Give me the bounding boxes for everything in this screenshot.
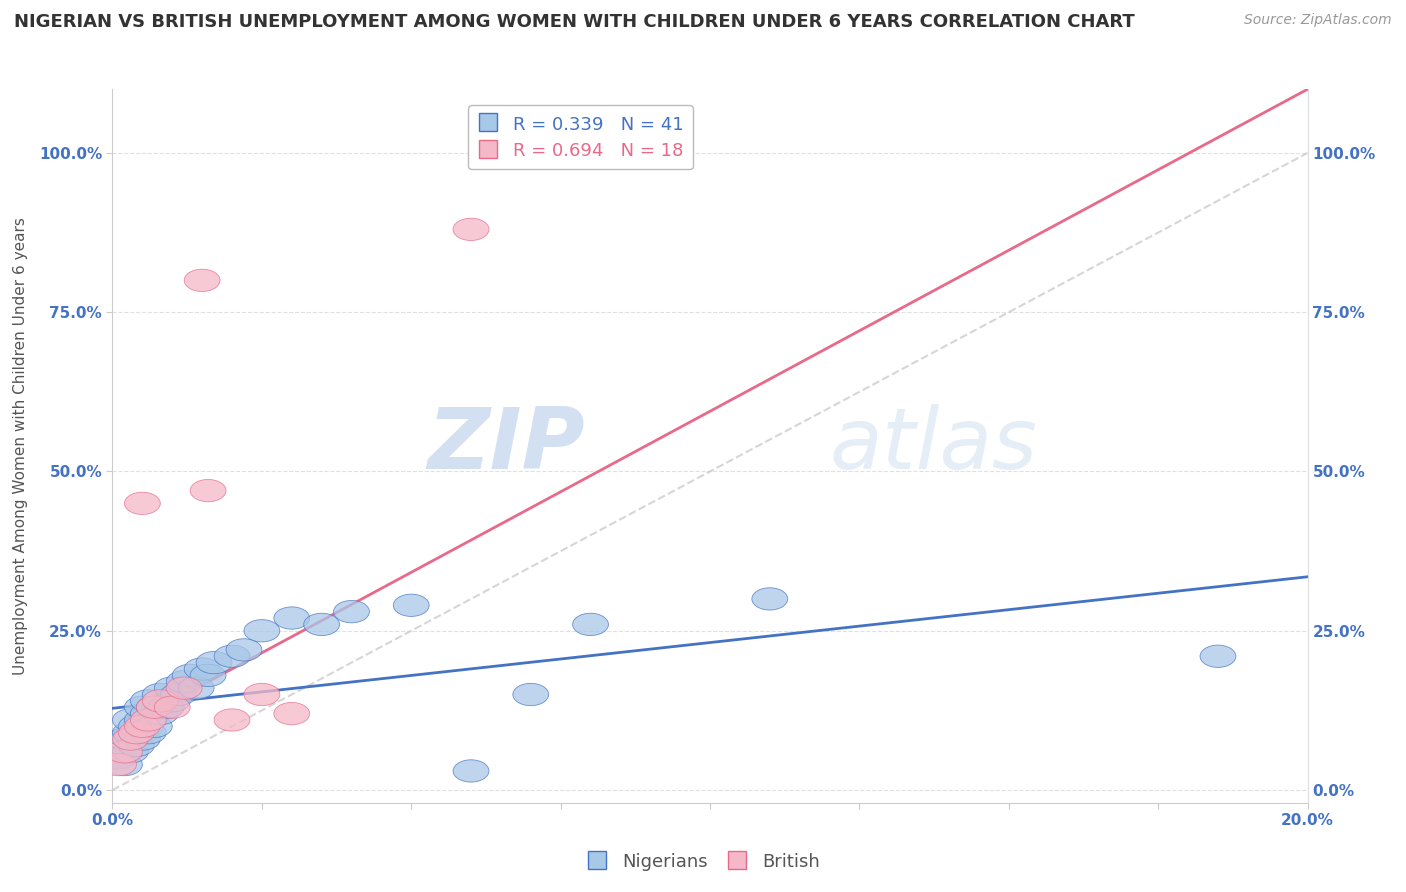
- Ellipse shape: [184, 658, 221, 680]
- Ellipse shape: [136, 696, 173, 718]
- Ellipse shape: [214, 645, 250, 667]
- Ellipse shape: [112, 709, 149, 731]
- Y-axis label: Unemployment Among Women with Children Under 6 years: Unemployment Among Women with Children U…: [13, 217, 28, 675]
- Ellipse shape: [453, 219, 489, 241]
- Ellipse shape: [136, 715, 173, 738]
- Ellipse shape: [118, 734, 155, 756]
- Ellipse shape: [245, 620, 280, 642]
- Ellipse shape: [118, 715, 155, 738]
- Ellipse shape: [125, 696, 160, 718]
- Ellipse shape: [160, 683, 197, 706]
- Ellipse shape: [101, 747, 136, 769]
- Ellipse shape: [226, 639, 262, 661]
- Ellipse shape: [136, 696, 173, 718]
- Ellipse shape: [142, 703, 179, 724]
- Ellipse shape: [155, 677, 190, 699]
- Ellipse shape: [131, 709, 166, 731]
- Ellipse shape: [394, 594, 429, 616]
- Ellipse shape: [125, 492, 160, 515]
- Ellipse shape: [190, 665, 226, 687]
- Ellipse shape: [197, 651, 232, 673]
- Ellipse shape: [148, 696, 184, 718]
- Text: NIGERIAN VS BRITISH UNEMPLOYMENT AMONG WOMEN WITH CHILDREN UNDER 6 YEARS CORRELA: NIGERIAN VS BRITISH UNEMPLOYMENT AMONG W…: [14, 13, 1135, 31]
- Ellipse shape: [131, 722, 166, 744]
- Ellipse shape: [131, 703, 166, 724]
- Ellipse shape: [107, 728, 142, 750]
- Ellipse shape: [107, 740, 142, 763]
- Ellipse shape: [333, 600, 370, 623]
- Ellipse shape: [155, 696, 190, 718]
- Ellipse shape: [166, 677, 202, 699]
- Legend: R = 0.339   N = 41, R = 0.694   N = 18: R = 0.339 N = 41, R = 0.694 N = 18: [468, 105, 693, 169]
- Ellipse shape: [603, 129, 638, 152]
- Ellipse shape: [245, 683, 280, 706]
- Ellipse shape: [214, 709, 250, 731]
- Ellipse shape: [752, 588, 787, 610]
- Ellipse shape: [190, 480, 226, 501]
- Ellipse shape: [112, 722, 149, 744]
- Ellipse shape: [142, 690, 179, 712]
- Ellipse shape: [453, 760, 489, 782]
- Legend: Nigerians, British: Nigerians, British: [579, 845, 827, 879]
- Ellipse shape: [173, 665, 208, 687]
- Ellipse shape: [125, 715, 160, 738]
- Ellipse shape: [112, 728, 149, 750]
- Ellipse shape: [274, 703, 309, 724]
- Ellipse shape: [101, 734, 136, 756]
- Ellipse shape: [101, 754, 136, 776]
- Ellipse shape: [304, 614, 340, 635]
- Ellipse shape: [572, 614, 609, 635]
- Ellipse shape: [184, 269, 221, 292]
- Ellipse shape: [274, 607, 309, 629]
- Text: atlas: atlas: [830, 404, 1038, 488]
- Ellipse shape: [125, 709, 160, 731]
- Ellipse shape: [107, 754, 142, 776]
- Text: Source: ZipAtlas.com: Source: ZipAtlas.com: [1244, 13, 1392, 28]
- Ellipse shape: [155, 690, 190, 712]
- Ellipse shape: [112, 740, 149, 763]
- Ellipse shape: [118, 722, 155, 744]
- Text: ZIP: ZIP: [427, 404, 585, 488]
- Ellipse shape: [513, 683, 548, 706]
- Ellipse shape: [179, 677, 214, 699]
- Ellipse shape: [142, 683, 179, 706]
- Ellipse shape: [1201, 645, 1236, 667]
- Ellipse shape: [125, 728, 160, 750]
- Ellipse shape: [166, 671, 202, 693]
- Ellipse shape: [131, 690, 166, 712]
